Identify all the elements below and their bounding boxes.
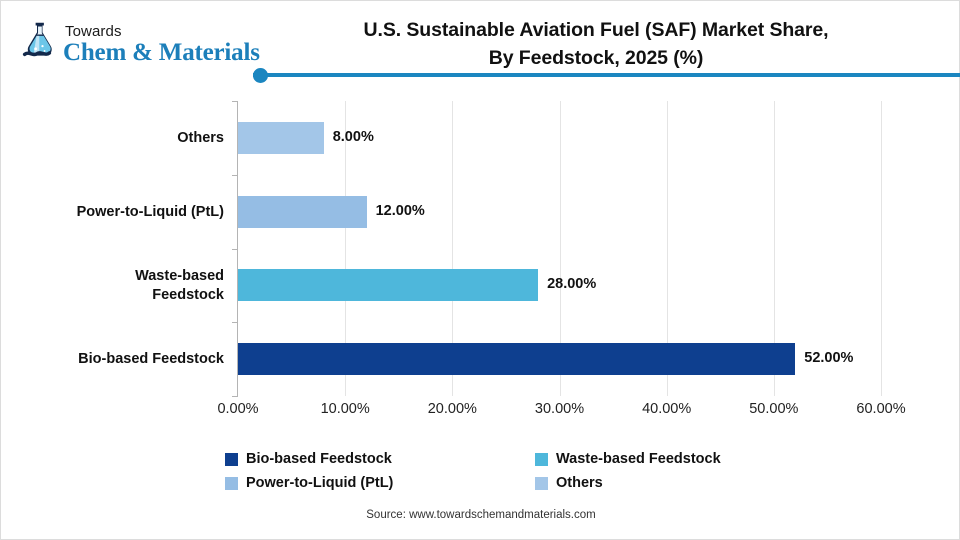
- bar-value-label: 12.00%: [375, 202, 425, 219]
- legend-swatch: [535, 476, 548, 490]
- x-axis-tick-label: 60.00%: [856, 401, 906, 417]
- bar: [238, 269, 539, 302]
- x-axis-tick-label: 0.00%: [217, 401, 259, 417]
- gridline: [345, 101, 347, 396]
- legend-label: Others: [556, 475, 603, 491]
- legend-item[interactable]: Waste-based Feedstock: [535, 451, 785, 467]
- y-axis-category-label: Waste-based Feedstock: [6, 267, 224, 303]
- y-axis-category-label: Power-to-Liquid (PtL): [6, 203, 224, 221]
- gridline: [452, 101, 454, 396]
- header-divider: [253, 73, 960, 77]
- y-axis-category-label-line: Power-to-Liquid (PtL): [76, 203, 224, 220]
- y-axis-category-label-line: Others: [177, 129, 224, 146]
- legend-item[interactable]: Others: [535, 475, 785, 491]
- bar-value-label: 28.00%: [547, 276, 597, 293]
- bar: [238, 121, 324, 154]
- legend-swatch: [535, 452, 548, 466]
- legend-label: Power-to-Liquid (PtL): [246, 475, 394, 491]
- bar-value-label: 52.00%: [804, 350, 854, 367]
- chart-title-line-2: By Feedstock, 2025 (%): [488, 46, 704, 69]
- brand-line-1: Towards: [65, 22, 122, 40]
- bar: [238, 343, 796, 376]
- y-axis-tick: [232, 248, 238, 250]
- source-note: Source: www.towardschemandmaterials.com: [366, 509, 596, 521]
- y-axis-tick: [232, 174, 238, 176]
- legend-item[interactable]: Power-to-Liquid (PtL): [225, 475, 535, 491]
- header-divider-dot: [253, 68, 268, 83]
- brand-line-2: Chem & Materials: [63, 38, 260, 66]
- plot-area: [238, 101, 882, 396]
- y-axis-category-label: Others: [6, 129, 224, 147]
- y-axis-tick: [232, 396, 238, 397]
- bar: [238, 195, 367, 228]
- y-axis-tick: [232, 322, 238, 324]
- y-axis-category-label-line: Feedstock: [152, 286, 224, 303]
- brand-text: Towards Chem & Materials: [63, 24, 260, 65]
- bar-value-label: 8.00%: [332, 128, 374, 145]
- y-axis-tick: [232, 101, 238, 102]
- x-axis-tick-label: 30.00%: [534, 401, 585, 417]
- gridline: [559, 101, 561, 396]
- chart-legend: Bio-based Feedstock Waste-based Feedstock…: [225, 451, 785, 491]
- x-axis-tick-label: 40.00%: [642, 401, 692, 417]
- gridline: [666, 101, 668, 396]
- x-axis-tick-label: 20.00%: [427, 401, 477, 417]
- y-axis-category-label-line: Waste-based: [135, 268, 224, 285]
- y-axis-category-label: Bio-based Feedstock: [6, 350, 224, 368]
- legend-swatch: [225, 452, 238, 466]
- legend-item[interactable]: Bio-based Feedstock: [225, 451, 535, 467]
- x-axis-tick-label: 10.00%: [320, 401, 370, 417]
- flask-icon: [15, 20, 59, 69]
- brand-logo: Towards Chem & Materials: [15, 19, 265, 69]
- gridline: [881, 101, 882, 396]
- chart-title: U.S. Sustainable Aviation Fuel (SAF) Mar…: [251, 17, 941, 72]
- x-axis-tick-label: 50.00%: [749, 401, 799, 417]
- y-axis-category-label-line: Bio-based Feedstock: [78, 351, 224, 368]
- gridline: [773, 101, 775, 396]
- legend-label: Waste-based Feedstock: [556, 451, 721, 467]
- legend-label: Bio-based Feedstock: [246, 451, 392, 467]
- legend-swatch: [225, 476, 238, 490]
- chart-title-line-1: U.S. Sustainable Aviation Fuel (SAF) Mar…: [363, 19, 829, 41]
